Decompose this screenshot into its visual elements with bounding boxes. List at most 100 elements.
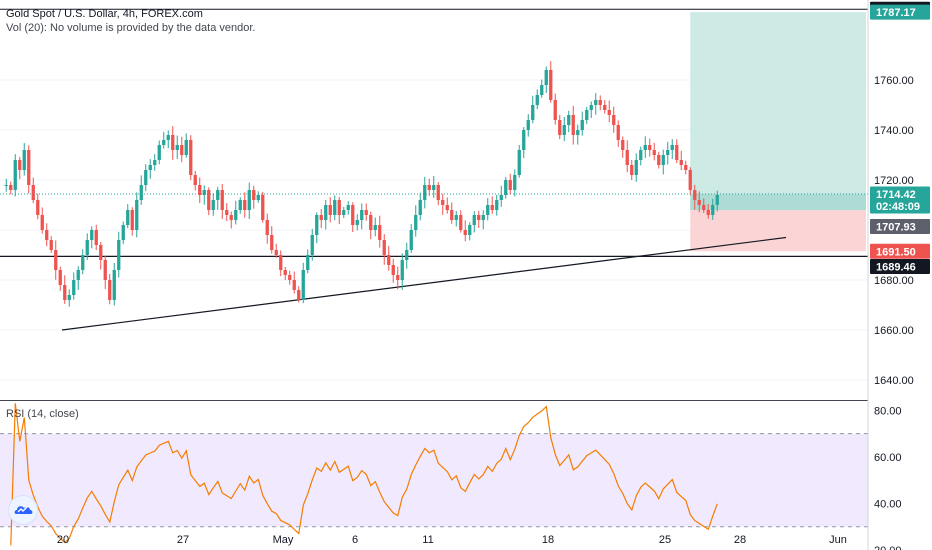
candle-body [189,140,193,175]
candle-body [310,235,314,255]
candle-body [517,150,521,175]
price-axis [868,0,932,550]
candle-body [148,165,152,170]
candle-body [706,210,710,215]
candle-body [612,115,616,125]
candle-body [121,225,125,240]
candle-body [481,215,485,220]
candle-body [76,270,80,280]
candle-body [387,255,391,265]
candle-body [247,190,251,210]
candle-body [486,205,490,215]
candle-body [364,210,368,215]
candle-body [558,120,562,135]
price-tag-label: 1707.93 [876,222,916,234]
price-tag-label: 1787.17 [876,7,916,19]
candle-body [715,195,719,205]
candle-body [648,145,652,150]
candle-body [9,185,13,190]
price-tick-label: 1760.00 [874,75,914,87]
candle-body [643,145,647,150]
candle-body [265,220,269,235]
candle-body [283,270,287,275]
candle-body [576,130,580,135]
candle-body [324,205,328,220]
candle-body [229,215,233,220]
candle-body [85,240,89,255]
price-tag-bg [870,4,930,20]
candle-body [274,250,278,255]
candle-body [432,185,436,190]
candle-body [171,135,175,150]
candle-body [112,270,116,300]
candle-body [513,175,517,190]
candle-body [180,145,184,155]
candle-body [40,215,44,230]
candle-body [292,280,296,290]
time-tick-label: 25 [659,534,671,546]
price-tag-bg [870,243,930,259]
candle-body [144,170,148,185]
price-tick-label: 1720.00 [874,175,914,187]
candle-body [333,200,337,215]
candle-body [328,205,332,215]
candle-body [463,230,467,235]
rsi-tick-label: 80.00 [874,405,902,417]
candle-body [396,275,400,280]
candle-body [373,225,377,230]
price-tag-bg [870,219,930,234]
candle-body [567,115,571,125]
price-tag-bg [870,259,930,274]
candles [4,61,719,307]
candle-body [360,210,364,220]
candle-body [270,235,274,250]
candle-body [427,185,431,190]
candle-body [549,70,553,100]
candle-body [36,200,40,215]
candle-body [666,150,670,155]
candle-body [175,145,179,150]
candle-body [535,95,539,105]
candle-body [126,210,130,225]
candle-body [261,195,265,220]
stop-zone [690,210,866,252]
candle-body [351,205,355,225]
candle-body [355,220,359,225]
price-tick-label: 1740.00 [874,125,914,137]
time-tick-label: 27 [177,534,189,546]
chart-title: Gold Spot / U.S. Dollar, 4h, FOREX.com [6,8,203,20]
candle-body [625,150,629,165]
candle-body [436,185,440,200]
candle-body [531,105,535,120]
candle-body [207,190,211,210]
candle-body [22,150,26,170]
candle-body [198,185,202,195]
candle-body [585,110,589,120]
candle-body [234,210,238,220]
candle-body [400,260,404,280]
candle-body [553,100,557,120]
candle-body [184,140,188,155]
tradingview-logo-icon[interactable] [8,495,38,525]
candle-body [256,195,260,200]
candle-body [153,160,157,165]
candle-body [306,255,310,270]
candle-body [108,280,112,300]
candle-body [423,185,427,200]
candle-body [688,170,692,190]
candle-body [382,240,386,255]
candle-body [162,140,166,145]
candle-body [315,215,319,235]
candle-body [616,125,620,140]
candle-body [13,160,17,190]
candle-body [670,145,674,150]
time-tick-label: 20 [57,534,69,546]
candle-body [571,115,575,135]
candle-body [468,225,472,235]
candle-body [67,295,71,300]
candle-body [378,225,382,240]
time-tick-label: 6 [352,534,358,546]
candle-body [630,165,634,175]
candle-body [675,145,679,160]
